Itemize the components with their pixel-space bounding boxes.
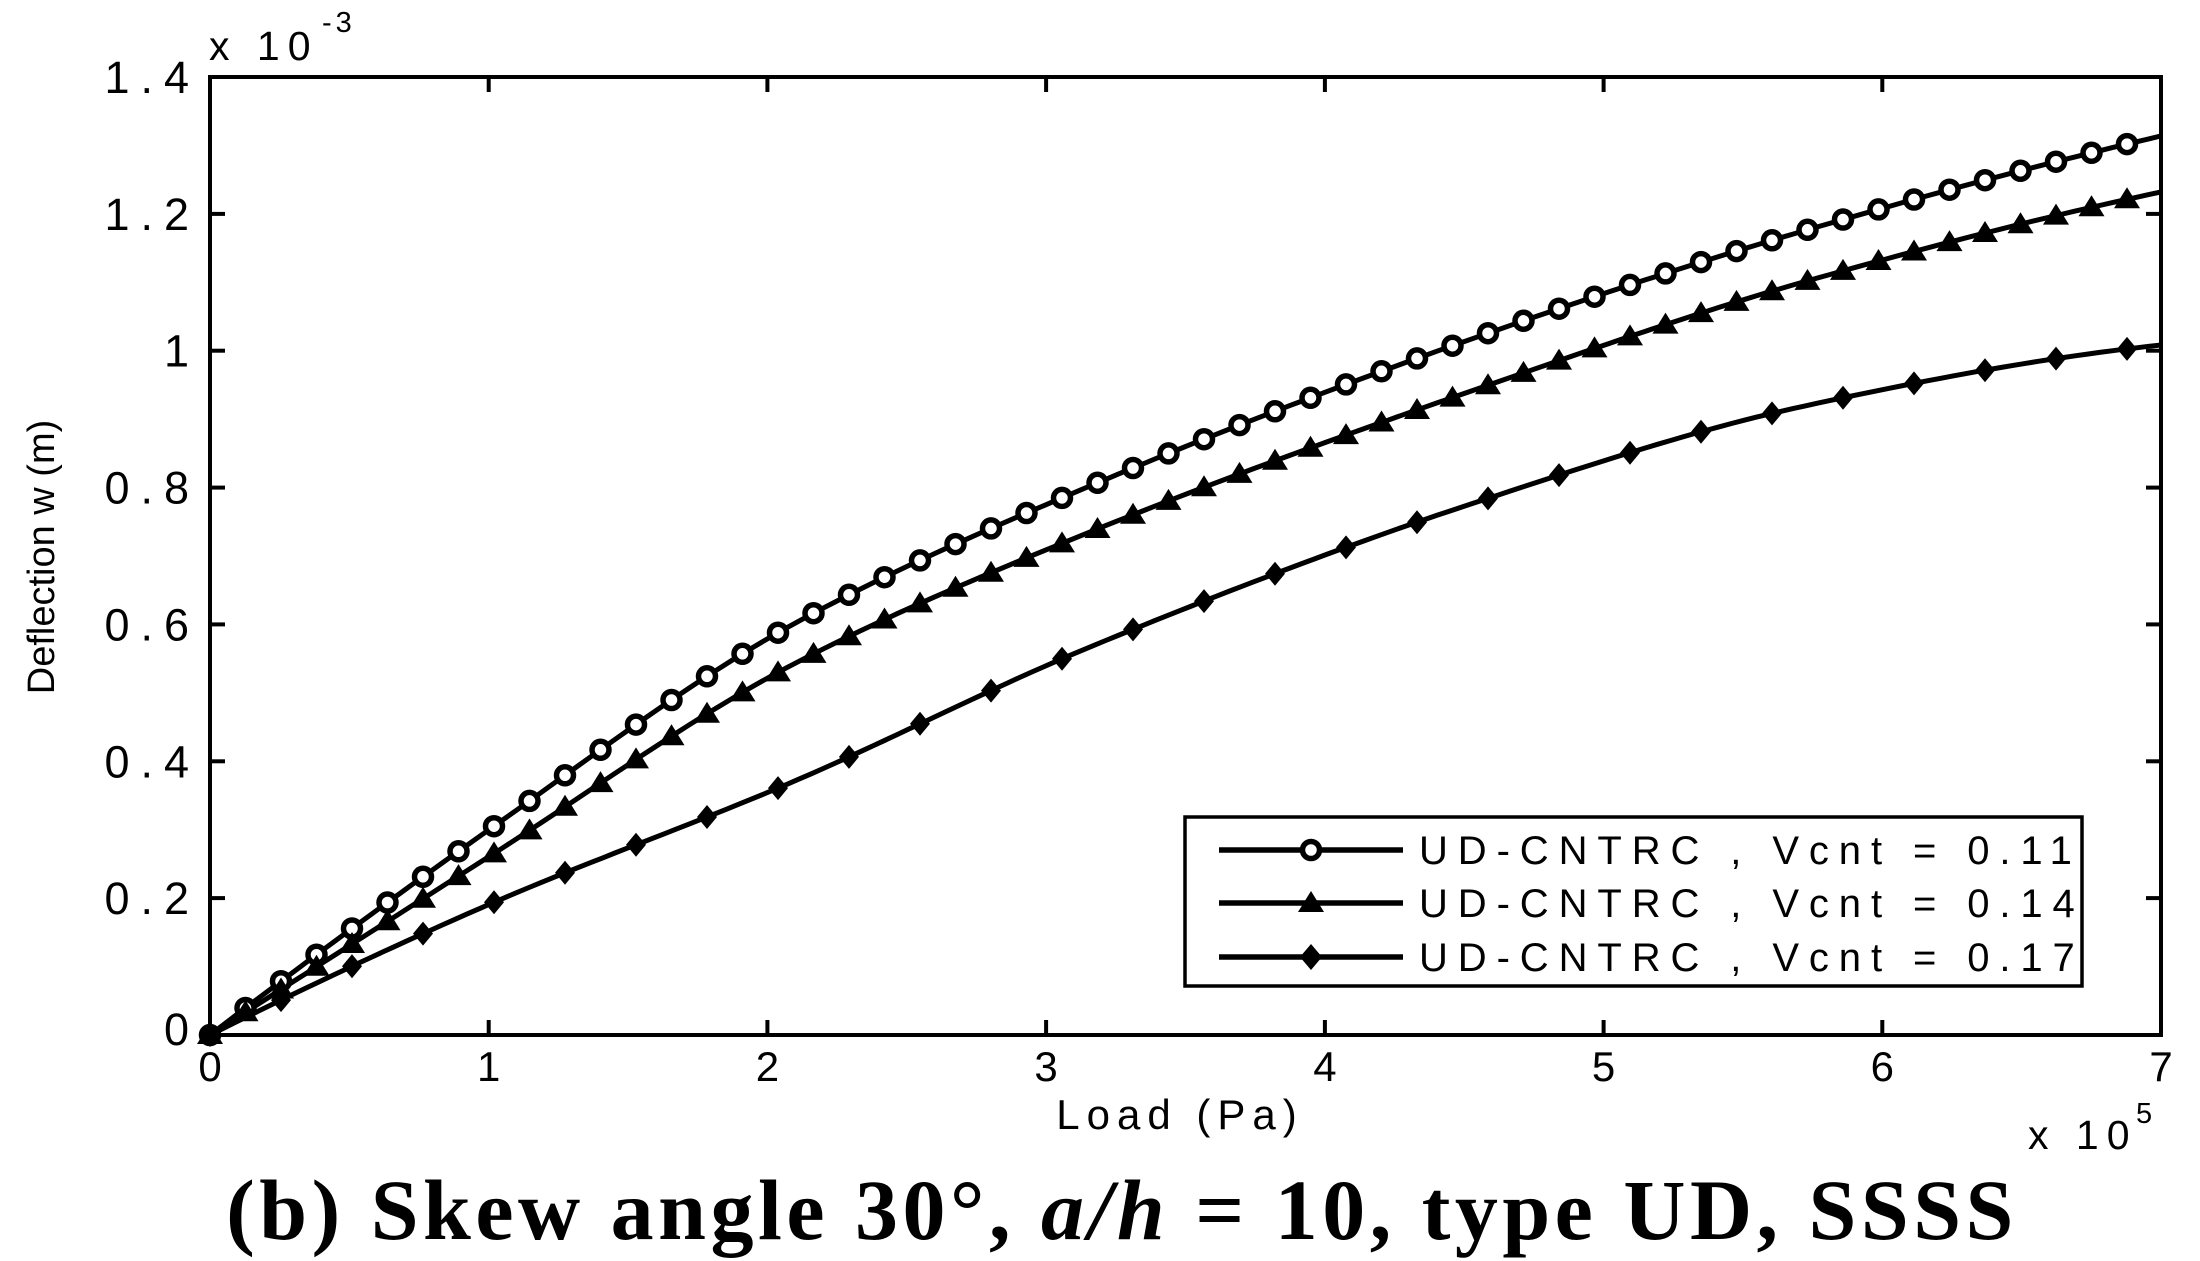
svg-text:UD-CNTRC , Vcnt = 0.11: UD-CNTRC , Vcnt = 0.11 [1419,829,2082,873]
svg-text:1: 1 [477,1043,500,1090]
svg-text:0.6: 0.6 [104,599,200,650]
svg-text:-3: -3 [322,7,356,39]
svg-text:7: 7 [2149,1043,2172,1090]
svg-text:x 10: x 10 [209,23,319,69]
svg-text:0: 0 [164,1004,200,1055]
svg-text:1: 1 [164,326,200,377]
svg-text:1.4: 1.4 [104,52,200,103]
svg-text:Deflection w (m): Deflection w (m) [21,420,63,695]
svg-text:3: 3 [1034,1043,1057,1090]
svg-text:UD-CNTRC , Vcnt = 0.17: UD-CNTRC , Vcnt = 0.17 [1419,936,2085,980]
svg-text:0.8: 0.8 [104,463,200,514]
svg-text:5: 5 [2136,1098,2156,1130]
svg-text:x 10: x 10 [2028,1112,2138,1158]
svg-text:Load (Pa): Load (Pa) [1056,1091,1303,1138]
svg-text:0: 0 [198,1043,221,1090]
svg-text:6: 6 [1871,1043,1894,1090]
svg-text:1.2: 1.2 [104,189,200,240]
svg-text:4: 4 [1313,1043,1336,1090]
svg-text:0.4: 0.4 [104,736,200,787]
svg-text:2: 2 [756,1043,779,1090]
svg-text:UD-CNTRC , Vcnt = 0.14: UD-CNTRC , Vcnt = 0.14 [1419,882,2085,926]
svg-text:5: 5 [1592,1043,1615,1090]
svg-text:0.2: 0.2 [104,873,200,924]
